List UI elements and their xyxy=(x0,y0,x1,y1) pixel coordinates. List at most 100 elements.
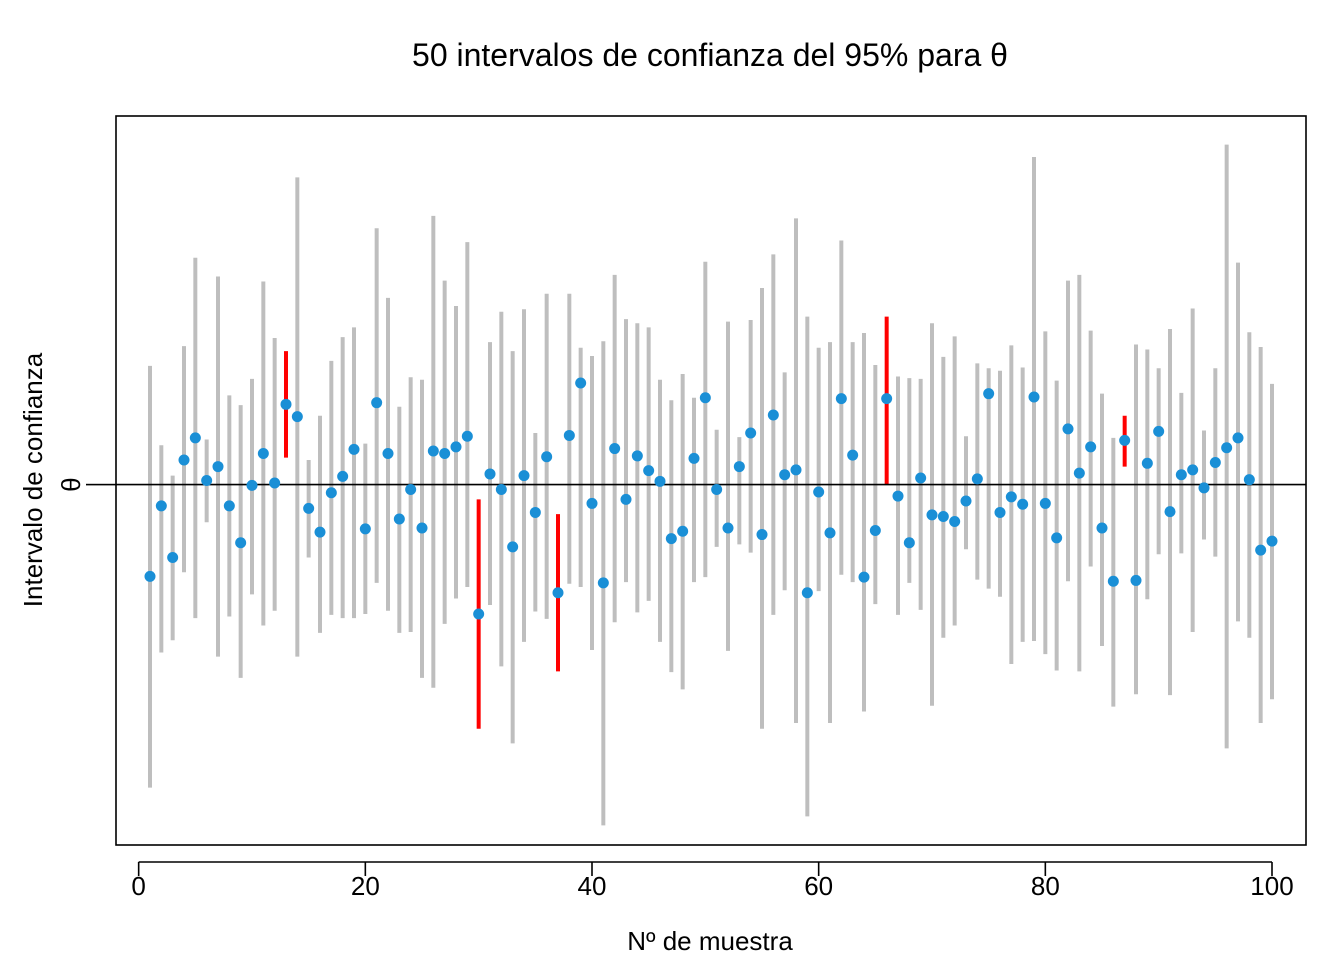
point-estimate xyxy=(507,541,519,553)
point-estimate xyxy=(1051,532,1063,544)
point-estimate xyxy=(756,529,768,541)
point-estimate xyxy=(405,484,417,496)
chart-title: 50 intervalos de confianza del 95% para … xyxy=(412,37,1008,73)
point-estimate xyxy=(767,409,779,421)
x-tick-label: 0 xyxy=(131,871,145,901)
point-estimate xyxy=(337,470,349,482)
point-estimate xyxy=(246,479,258,491)
point-estimate xyxy=(620,493,632,505)
point-estimate xyxy=(881,393,893,405)
point-estimate xyxy=(1266,535,1278,547)
point-estimate xyxy=(439,447,451,459)
point-estimate xyxy=(1198,482,1210,494)
point-estimate xyxy=(1221,442,1233,454)
point-estimate xyxy=(801,587,813,599)
point-estimate xyxy=(779,469,791,481)
point-estimate xyxy=(280,398,292,410)
point-estimate xyxy=(371,397,383,409)
point-estimate xyxy=(915,472,927,484)
point-estimate xyxy=(711,484,723,496)
point-estimate xyxy=(314,526,326,538)
point-estimate xyxy=(586,497,598,509)
point-estimate xyxy=(541,451,553,463)
point-estimate xyxy=(473,608,485,620)
point-estimate xyxy=(348,443,360,455)
point-estimate xyxy=(484,468,496,480)
point-estimate xyxy=(1073,467,1085,479)
point-estimate xyxy=(167,551,179,563)
point-estimate xyxy=(824,527,836,539)
point-estimate xyxy=(1107,575,1119,587)
point-estimate xyxy=(960,495,972,507)
point-estimate xyxy=(1255,544,1267,556)
x-tick-label: 20 xyxy=(351,871,380,901)
point-estimate xyxy=(597,577,609,589)
point-estimate xyxy=(1085,441,1097,453)
point-estimate xyxy=(450,441,462,453)
point-estimate xyxy=(631,450,643,462)
point-estimate xyxy=(790,464,802,476)
point-estimate xyxy=(529,506,541,518)
plot-frame xyxy=(115,115,1307,846)
point-estimate xyxy=(892,490,904,502)
point-estimate xyxy=(847,449,859,461)
y-tick-label: θ xyxy=(56,477,86,491)
y-axis: θ xyxy=(56,477,116,492)
point-estimate xyxy=(155,500,167,512)
point-estimate xyxy=(1164,506,1176,518)
x-axis-label: Nº de muestra xyxy=(627,926,793,956)
point-estimate xyxy=(382,447,394,459)
point-estimate xyxy=(325,487,337,499)
point-estimate xyxy=(427,445,439,457)
point-estimate xyxy=(235,537,247,549)
point-estimate xyxy=(144,570,156,582)
point-estimate xyxy=(1243,474,1255,486)
point-estimate xyxy=(813,486,825,498)
point-estimate xyxy=(1062,423,1074,435)
point-estimate xyxy=(495,484,507,496)
plot-marks xyxy=(116,144,1306,826)
point-estimate xyxy=(643,465,655,477)
point-estimate xyxy=(937,511,949,523)
point-estimate xyxy=(563,429,575,441)
point-estimate xyxy=(869,524,881,536)
point-estimate xyxy=(189,432,201,444)
point-estimate xyxy=(1017,498,1029,510)
point-estimate xyxy=(699,392,711,404)
point-estimate xyxy=(858,571,870,583)
point-estimate xyxy=(903,537,915,549)
point-estimate xyxy=(223,500,235,512)
point-estimate xyxy=(1119,434,1131,446)
point-estimate xyxy=(971,473,983,485)
point-estimate xyxy=(835,393,847,405)
point-estimate xyxy=(1175,469,1187,481)
point-estimate xyxy=(677,525,689,537)
point-estimate xyxy=(303,502,315,514)
point-estimate xyxy=(212,461,224,473)
point-estimate xyxy=(518,470,530,482)
y-axis-label: Intervalo de confianza xyxy=(18,352,48,607)
point-estimate xyxy=(393,513,405,525)
point-estimate xyxy=(1209,456,1221,468)
point-estimate xyxy=(269,477,281,489)
point-estimate xyxy=(926,509,938,521)
point-estimate xyxy=(1130,574,1142,586)
x-tick-label: 40 xyxy=(578,871,607,901)
point-estimate xyxy=(1187,464,1199,476)
point-estimate xyxy=(461,430,473,442)
point-estimate xyxy=(1141,457,1153,469)
point-estimate xyxy=(1096,522,1108,534)
point-estimate xyxy=(416,522,428,534)
point-estimate xyxy=(733,461,745,473)
point-estimate xyxy=(1028,391,1040,403)
point-estimate xyxy=(665,533,677,545)
point-estimate xyxy=(688,452,700,464)
point-estimate xyxy=(994,506,1006,518)
point-estimate xyxy=(949,515,961,527)
x-tick-label: 80 xyxy=(1031,871,1060,901)
point-estimate xyxy=(1153,425,1165,437)
point-estimate xyxy=(1005,491,1017,503)
point-estimate xyxy=(178,454,190,466)
